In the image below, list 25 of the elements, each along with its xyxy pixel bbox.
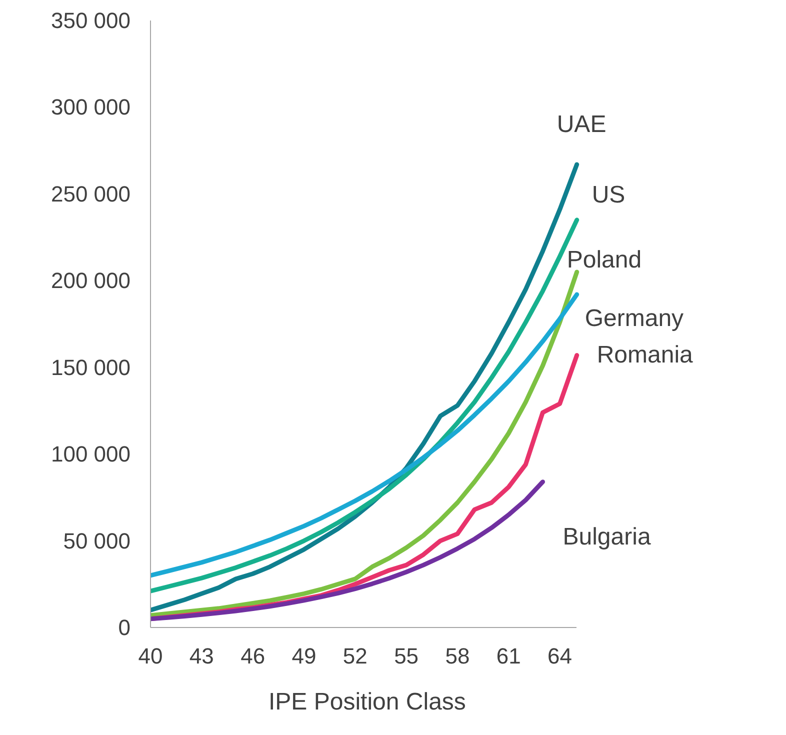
series-label: US	[592, 181, 626, 208]
series-label: Bulgaria	[562, 523, 652, 550]
x-tick-label: 55	[394, 644, 419, 668]
x-tick-label: 40	[138, 644, 163, 668]
series-label: Romania	[596, 342, 694, 369]
series-label: Poland	[566, 246, 642, 274]
x-tick-label: 49	[292, 644, 316, 668]
y-tick-label: 100 000	[50, 442, 131, 467]
x-tick-label: 46	[240, 644, 266, 668]
y-tick-label: 250 000	[50, 181, 131, 206]
y-tick-label: 200 000	[50, 268, 131, 294]
x-tick-label: 61	[496, 644, 521, 668]
x-tick-label: 52	[342, 644, 368, 668]
x-tick-label: 64	[548, 644, 572, 668]
y-tick-label: 350 000	[50, 8, 131, 33]
y-tick-label: 50 000	[63, 528, 131, 554]
x-axis-title: IPE Position Class	[268, 688, 466, 716]
series-label: Germany	[584, 305, 684, 332]
y-tick-label: 150 000	[50, 354, 131, 380]
line-series	[150, 480, 545, 622]
y-tick-label: 300 000	[50, 94, 131, 120]
x-tick-label: 43	[189, 644, 214, 668]
x-tick-label: 58	[445, 644, 470, 668]
y-tick-label: 0	[118, 615, 131, 640]
series-label: UAE	[556, 110, 606, 138]
